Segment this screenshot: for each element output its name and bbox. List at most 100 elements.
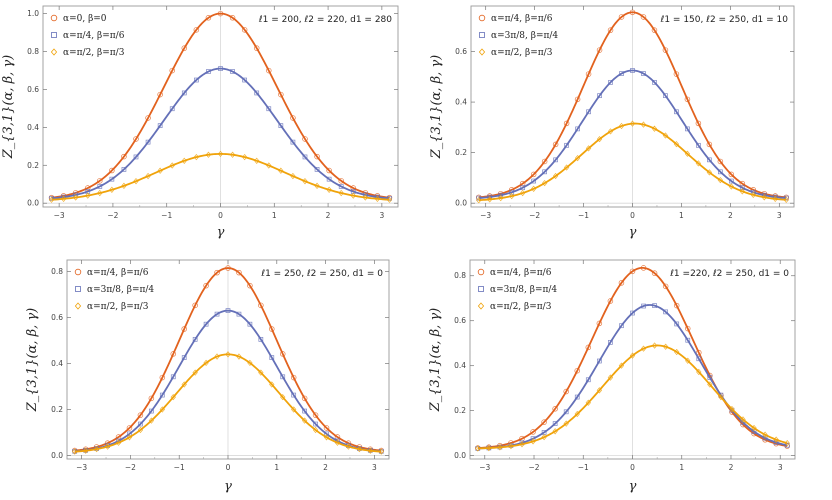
x-tick-label: −1 bbox=[578, 211, 589, 220]
data-point bbox=[83, 447, 89, 454]
x-tick-label: 2 bbox=[729, 463, 734, 472]
data-point bbox=[181, 157, 187, 164]
data-point bbox=[214, 269, 220, 276]
data-point bbox=[476, 197, 482, 204]
parameter-annotation: ℓ1 = 150, ℓ2 = 250, d1 = 10 bbox=[660, 15, 789, 25]
data-point bbox=[751, 424, 757, 432]
data-point bbox=[278, 167, 284, 174]
data-point bbox=[542, 169, 547, 175]
data-point bbox=[169, 162, 175, 169]
data-point bbox=[115, 439, 122, 446]
data-point bbox=[247, 321, 253, 327]
data-point bbox=[302, 136, 308, 142]
data-point bbox=[696, 356, 702, 362]
data-point bbox=[312, 412, 319, 418]
data-point bbox=[663, 93, 668, 99]
data-point bbox=[236, 269, 242, 276]
data-point bbox=[290, 374, 297, 381]
data-point bbox=[574, 154, 581, 162]
data-point bbox=[564, 142, 569, 148]
data-point bbox=[266, 106, 272, 112]
data-point bbox=[242, 77, 247, 83]
data-point bbox=[552, 428, 558, 435]
data-point bbox=[169, 106, 175, 112]
data-point bbox=[541, 419, 547, 425]
data-point bbox=[338, 189, 344, 197]
data-point bbox=[739, 185, 745, 191]
data-point bbox=[651, 270, 658, 276]
data-point bbox=[531, 185, 537, 192]
data-point bbox=[229, 151, 236, 158]
x-tick-label: 1 bbox=[679, 211, 684, 220]
data-point bbox=[640, 14, 647, 20]
data-point bbox=[662, 343, 669, 350]
data-point bbox=[707, 375, 713, 380]
legend-label: α=π/4, β=π/6 bbox=[491, 14, 553, 24]
legend-marker bbox=[75, 286, 81, 292]
data-point bbox=[258, 336, 264, 342]
data-point bbox=[326, 167, 332, 174]
data-point bbox=[323, 434, 330, 441]
data-point bbox=[169, 67, 175, 74]
data-point bbox=[386, 196, 393, 203]
data-point bbox=[323, 425, 330, 431]
data-point bbox=[350, 185, 357, 191]
data-point bbox=[684, 96, 691, 103]
x-tick-label: −1 bbox=[161, 211, 172, 220]
data-point bbox=[640, 121, 647, 128]
y-tick-label: 0.8 bbox=[454, 271, 466, 280]
y-tick-label: 0.6 bbox=[27, 85, 39, 94]
data-point bbox=[356, 445, 363, 453]
legend-label: α=π/2, β=π/3 bbox=[87, 302, 149, 312]
data-point bbox=[126, 425, 133, 431]
data-point bbox=[217, 10, 224, 17]
x-axis-label: γ bbox=[217, 225, 225, 240]
data-point bbox=[225, 265, 231, 271]
data-point bbox=[783, 196, 789, 204]
data-point bbox=[728, 178, 734, 184]
data-point bbox=[707, 381, 713, 388]
data-point bbox=[618, 14, 625, 20]
data-point bbox=[685, 126, 690, 132]
data-point bbox=[541, 434, 547, 441]
data-point bbox=[596, 387, 603, 394]
data-point bbox=[729, 405, 735, 413]
x-axis-label: γ bbox=[224, 479, 232, 494]
data-point bbox=[662, 132, 669, 139]
data-point bbox=[218, 66, 223, 71]
data-point bbox=[60, 195, 67, 202]
data-point bbox=[728, 171, 735, 178]
data-point bbox=[193, 27, 200, 33]
legend-label: α=π/4, β=π/6 bbox=[63, 31, 125, 41]
data-point bbox=[575, 126, 580, 132]
data-point bbox=[696, 349, 702, 356]
data-point bbox=[739, 188, 745, 195]
data-point bbox=[563, 420, 569, 427]
legend-label: α=3π/8, β=π/4 bbox=[491, 31, 558, 41]
data-point bbox=[121, 167, 127, 172]
data-point bbox=[279, 351, 286, 357]
data-point bbox=[761, 194, 767, 201]
data-point bbox=[563, 388, 569, 395]
data-point bbox=[312, 426, 319, 434]
data-point bbox=[641, 303, 646, 309]
data-point bbox=[181, 90, 187, 96]
x-tick-label: 1 bbox=[679, 463, 684, 472]
data-point bbox=[585, 145, 592, 152]
x-tick-label: −1 bbox=[174, 463, 185, 472]
data-point bbox=[290, 172, 296, 180]
data-point bbox=[49, 195, 54, 201]
data-point bbox=[121, 182, 127, 189]
y-tick-label: 0.0 bbox=[27, 199, 39, 208]
y-tick-label: 0.4 bbox=[454, 361, 466, 370]
data-point bbox=[115, 434, 122, 440]
data-point bbox=[706, 169, 713, 176]
data-point bbox=[181, 355, 187, 360]
x-tick-label: 3 bbox=[777, 211, 782, 220]
legend-marker bbox=[74, 302, 82, 310]
data-point bbox=[157, 167, 163, 174]
x-tick-label: 0 bbox=[630, 463, 635, 472]
x-axis-label: γ bbox=[629, 225, 637, 240]
data-point bbox=[236, 353, 242, 360]
data-point bbox=[674, 109, 679, 115]
